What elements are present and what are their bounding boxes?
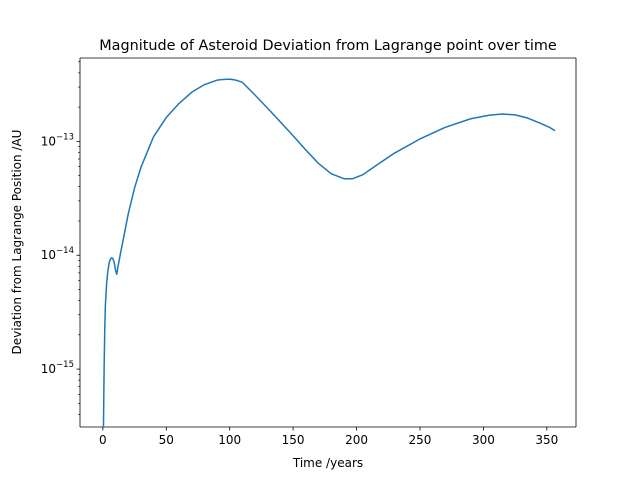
chart-title: Magnitude of Asteroid Deviation from Lag… [99,38,557,54]
y-axis-label: Deviation from Lagrange Position /AU [10,130,24,355]
plot-background [80,58,576,427]
x-tick-label: 50 [159,433,174,447]
x-tick-label: 0 [99,433,107,447]
x-axis-label: Time /years [292,456,363,470]
x-tick-label: 350 [535,433,558,447]
x-tick-label: 300 [472,433,495,447]
y-tick-label: 10−15 [41,360,74,376]
x-tick-label: 150 [282,433,305,447]
x-axis: 0 50 100 150 200 250 300 350 [99,427,558,447]
plot-area [79,57,577,428]
series-line [102,78,556,427]
x-tick-label: 250 [409,433,432,447]
y-tick-label: 10−13 [41,132,74,148]
series-layer [102,78,556,427]
y-axis: 10−15 10−14 10−13 [41,61,80,415]
y-tick-label: 10−14 [41,246,74,262]
x-tick-label: 100 [218,433,241,447]
x-tick-label: 200 [345,433,368,447]
